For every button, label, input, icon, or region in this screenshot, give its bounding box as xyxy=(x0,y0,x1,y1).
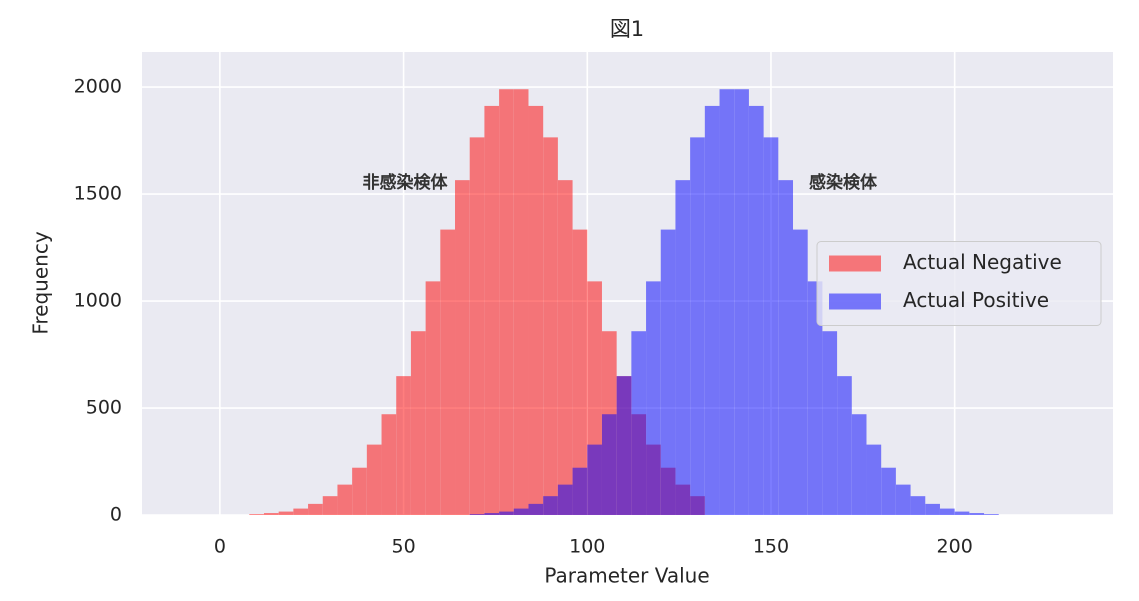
bar xyxy=(513,89,529,516)
bar xyxy=(646,281,661,515)
bar xyxy=(308,503,323,515)
bar xyxy=(690,137,705,516)
bar xyxy=(263,513,279,515)
bar xyxy=(587,444,602,515)
bar xyxy=(366,444,382,515)
bar xyxy=(616,376,632,515)
series xyxy=(249,89,705,516)
x-tick-label: 200 xyxy=(937,536,973,558)
legend-box xyxy=(816,241,1102,326)
bar xyxy=(484,105,500,516)
bar xyxy=(910,496,926,515)
bar xyxy=(469,514,485,515)
bar xyxy=(396,376,411,515)
bar xyxy=(278,511,294,515)
bar xyxy=(440,229,456,515)
bar xyxy=(807,281,823,515)
bar xyxy=(704,105,720,516)
bar xyxy=(719,89,735,516)
bar xyxy=(851,414,867,515)
bar xyxy=(352,467,367,515)
bar xyxy=(793,229,808,515)
bar xyxy=(543,496,558,515)
annotation: 非感染検体 xyxy=(363,172,449,193)
bar xyxy=(499,511,514,515)
legend-swatch xyxy=(829,255,881,272)
y-tick-label: 2000 xyxy=(74,76,122,98)
annotation: 感染検体 xyxy=(809,172,878,193)
x-tick-label: 100 xyxy=(569,536,605,558)
bar xyxy=(925,503,940,515)
legend-label: Actual Negative xyxy=(903,250,1062,274)
legend-swatch xyxy=(829,293,881,310)
bar xyxy=(337,484,353,515)
bar xyxy=(410,331,426,515)
bar xyxy=(543,137,558,516)
series xyxy=(469,89,999,516)
bar xyxy=(601,414,617,515)
bar xyxy=(528,503,544,515)
y-tick-label: 1500 xyxy=(74,183,122,205)
y-tick-label: 0 xyxy=(110,504,122,526)
bar xyxy=(969,513,985,515)
bar xyxy=(734,89,749,516)
bar xyxy=(455,180,470,515)
bar xyxy=(881,467,896,515)
bar xyxy=(528,105,544,516)
bar xyxy=(557,484,573,515)
bar xyxy=(895,484,911,515)
bar xyxy=(293,508,309,515)
bar xyxy=(984,514,999,515)
y-axis-label: Frequency xyxy=(29,231,53,334)
bar xyxy=(763,137,779,516)
bar xyxy=(425,281,441,515)
bar xyxy=(660,229,676,515)
x-tick-label: 0 xyxy=(214,536,226,558)
x-tick-label: 50 xyxy=(391,536,415,558)
bar xyxy=(381,414,397,515)
bar xyxy=(249,514,264,515)
bar xyxy=(572,467,588,515)
y-tick-label: 1000 xyxy=(74,290,122,312)
bar xyxy=(822,331,838,515)
bar xyxy=(469,137,485,516)
bar xyxy=(557,180,573,515)
bar xyxy=(748,105,764,516)
bar xyxy=(866,444,882,515)
bar xyxy=(837,376,852,515)
bar xyxy=(484,513,500,515)
bar xyxy=(499,89,514,516)
bar xyxy=(631,331,647,515)
bar xyxy=(675,180,691,515)
legend-label: Actual Positive xyxy=(903,288,1049,312)
bar xyxy=(572,229,588,515)
bar xyxy=(778,180,794,515)
bar xyxy=(322,496,338,515)
x-tick-label: 150 xyxy=(753,536,789,558)
bar xyxy=(513,508,529,515)
chart-title: 図1 xyxy=(610,17,644,41)
bar xyxy=(954,511,970,515)
y-tick-label: 500 xyxy=(86,397,122,419)
bar xyxy=(939,508,955,515)
x-axis-label: Parameter Value xyxy=(544,564,709,588)
